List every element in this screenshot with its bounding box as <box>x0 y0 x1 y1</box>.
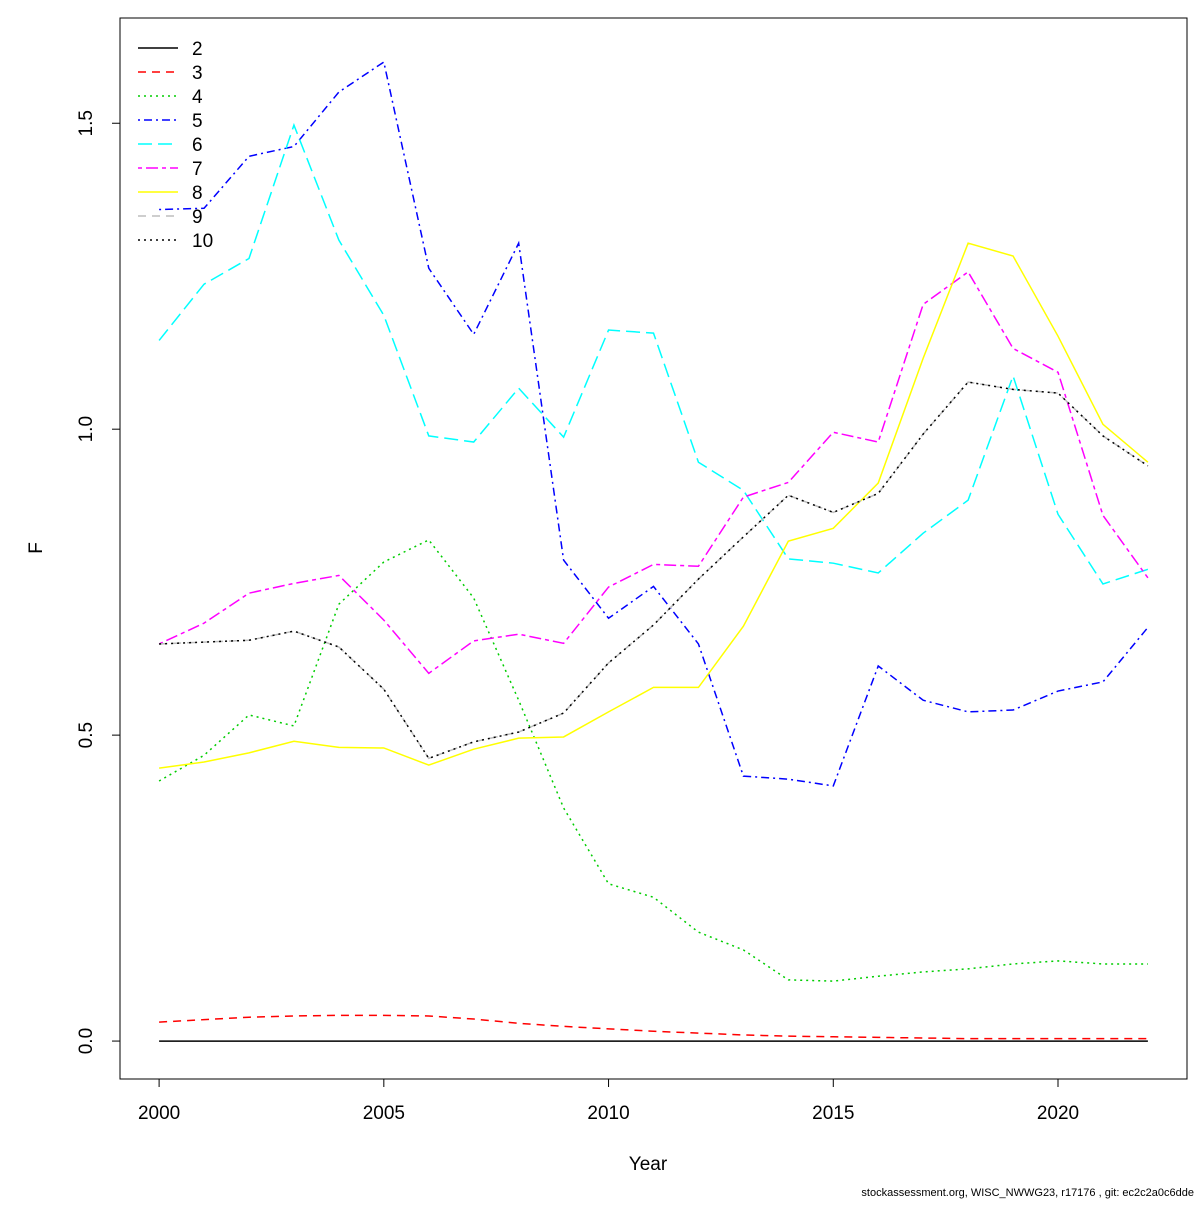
legend-label: 9 <box>192 207 203 228</box>
y-axis-label: F <box>26 542 47 554</box>
x-tick-label: 2000 <box>138 1103 180 1124</box>
plot-box <box>119 17 1188 1080</box>
legend-label: 6 <box>192 135 203 156</box>
x-axis-label: Year <box>629 1154 668 1175</box>
x-tick-label: 2020 <box>1037 1103 1079 1124</box>
series-line <box>158 270 1149 675</box>
y-tick-label: 0.5 <box>76 722 97 748</box>
series-line <box>159 381 1149 760</box>
legend-label: 8 <box>192 183 203 204</box>
legend-label: 5 <box>192 111 203 132</box>
legend-label: 4 <box>192 87 203 108</box>
series-line <box>158 122 1149 585</box>
legend-label: 10 <box>192 231 213 252</box>
x-tick-label: 2015 <box>812 1103 854 1124</box>
footer: stockassessment.org, WISC_NWWG23, r17176… <box>861 1187 1194 1199</box>
y-tick-label: 0.0 <box>76 1028 97 1054</box>
x-tick-label: 2010 <box>587 1103 629 1124</box>
x-tick-label: 2005 <box>363 1103 405 1124</box>
y-tick-label: 1.0 <box>76 416 97 442</box>
series-line <box>159 381 1149 760</box>
legend-label: 3 <box>192 63 203 84</box>
series-line <box>159 1014 1148 1040</box>
series-line <box>159 242 1149 769</box>
series-line <box>159 60 1149 787</box>
legend-label: 7 <box>192 159 203 180</box>
y-tick-label: 1.5 <box>76 110 97 136</box>
series-line <box>158 538 1148 982</box>
legend-label: 2 <box>192 39 203 60</box>
